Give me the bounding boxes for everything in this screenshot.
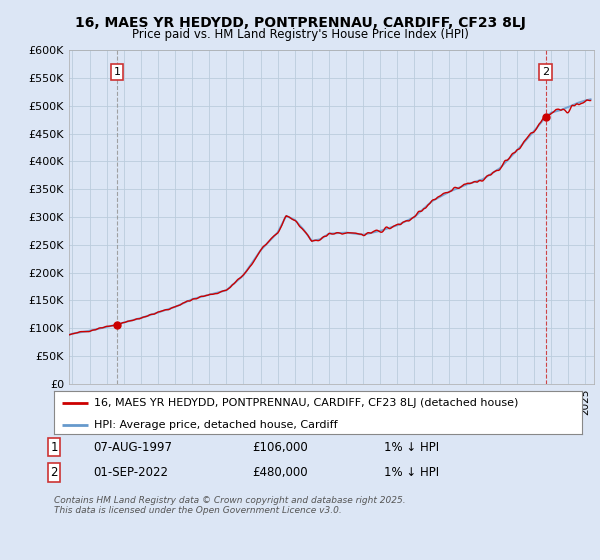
Text: 1% ↓ HPI: 1% ↓ HPI bbox=[384, 441, 439, 454]
Text: HPI: Average price, detached house, Cardiff: HPI: Average price, detached house, Card… bbox=[94, 419, 337, 430]
Text: 1: 1 bbox=[50, 441, 58, 454]
Text: £480,000: £480,000 bbox=[252, 466, 308, 479]
Text: 01-SEP-2022: 01-SEP-2022 bbox=[93, 466, 168, 479]
Text: Contains HM Land Registry data © Crown copyright and database right 2025.
This d: Contains HM Land Registry data © Crown c… bbox=[54, 496, 406, 515]
Text: 1% ↓ HPI: 1% ↓ HPI bbox=[384, 466, 439, 479]
Text: 1: 1 bbox=[113, 67, 121, 77]
Text: 16, MAES YR HEDYDD, PONTPRENNAU, CARDIFF, CF23 8LJ (detached house): 16, MAES YR HEDYDD, PONTPRENNAU, CARDIFF… bbox=[94, 398, 518, 408]
Text: 07-AUG-1997: 07-AUG-1997 bbox=[93, 441, 172, 454]
Text: 2: 2 bbox=[50, 466, 58, 479]
Text: 16, MAES YR HEDYDD, PONTPRENNAU, CARDIFF, CF23 8LJ: 16, MAES YR HEDYDD, PONTPRENNAU, CARDIFF… bbox=[74, 16, 526, 30]
Text: £106,000: £106,000 bbox=[252, 441, 308, 454]
Text: 2: 2 bbox=[542, 67, 549, 77]
Text: Price paid vs. HM Land Registry's House Price Index (HPI): Price paid vs. HM Land Registry's House … bbox=[131, 28, 469, 41]
